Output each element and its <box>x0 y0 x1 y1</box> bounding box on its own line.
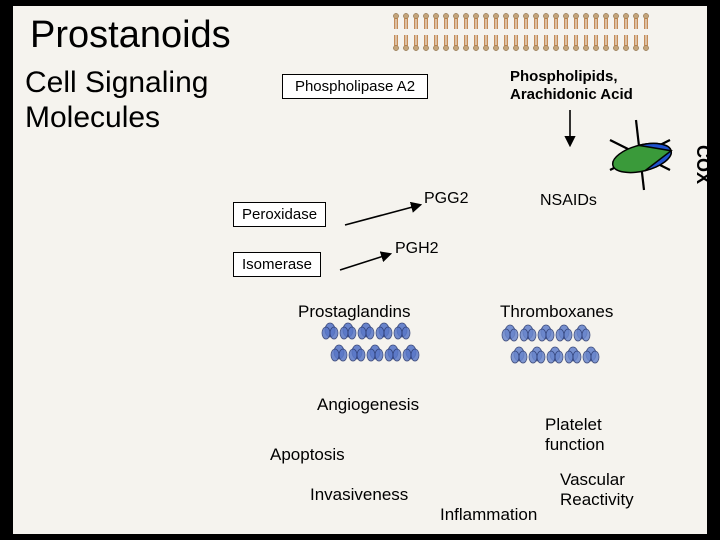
peroxidase-box: Peroxidase <box>233 202 326 227</box>
apoptosis-label: Apoptosis <box>270 445 345 465</box>
thromboxanes-label: Thromboxanes <box>500 302 613 322</box>
peroxidase-text: Peroxidase <box>242 206 317 223</box>
inflammation-label: Inflammation <box>440 505 537 525</box>
apoptosis-text: Apoptosis <box>270 445 345 464</box>
angiogenesis-label: Angiogenesis <box>317 395 419 415</box>
subtitle-line1: Cell Signaling <box>25 66 208 99</box>
nsaids-label: NSAIDs <box>540 192 597 210</box>
isomerase-box: Isomerase <box>233 252 321 277</box>
pgh2-text: PGH2 <box>395 240 439 257</box>
inflammation-text: Inflammation <box>440 505 537 524</box>
prostaglandins-text: Prostaglandins <box>298 302 410 321</box>
thromboxanes-text: Thromboxanes <box>500 302 613 321</box>
pgh2-label: PGH2 <box>395 240 439 258</box>
subtitle: Cell Signaling Molecules <box>25 66 208 135</box>
cox-label: COX <box>692 145 713 184</box>
main-title: Prostanoids <box>30 14 231 57</box>
invasiveness-text: Invasiveness <box>310 485 408 504</box>
nsaids-text: NSAIDs <box>540 192 597 209</box>
pgg2-text: PGG2 <box>424 190 468 207</box>
pgg2-label: PGG2 <box>424 190 468 208</box>
subtitle-line2: Molecules <box>25 101 160 134</box>
vascular-l1: Vascular <box>560 470 625 489</box>
prostaglandins-label: Prostaglandins <box>298 302 410 322</box>
vascular-label: Vascular Reactivity <box>560 470 634 509</box>
platelet-l1: Platelet <box>545 415 602 434</box>
vascular-l2: Reactivity <box>560 490 634 509</box>
invasiveness-label: Invasiveness <box>310 485 408 505</box>
phospholipids-l2: Arachidonic Acid <box>510 86 633 103</box>
isomerase-text: Isomerase <box>242 256 312 273</box>
phospholipase-a2-box: Phospholipase A2 <box>282 74 428 99</box>
pla2-text: Phospholipase A2 <box>295 78 415 95</box>
platelet-label: Platelet function <box>545 415 605 454</box>
angiogenesis-text: Angiogenesis <box>317 395 419 414</box>
platelet-l2: function <box>545 435 605 454</box>
phospholipids-label: Phospholipids, Arachidonic Acid <box>510 68 633 104</box>
phospholipids-l1: Phospholipids, <box>510 68 618 85</box>
